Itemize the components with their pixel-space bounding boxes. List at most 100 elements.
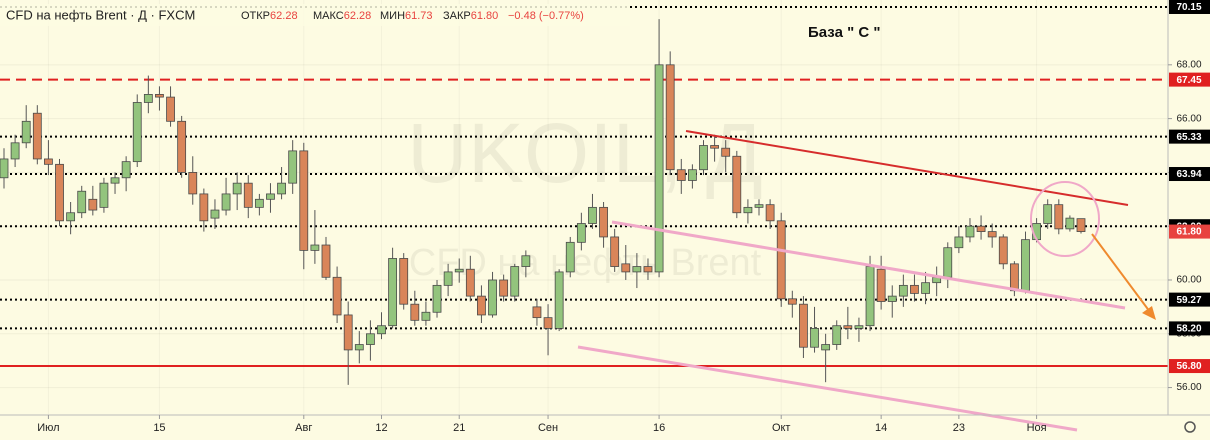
candle-body [776,220,786,300]
price-labels: 70.1567.4565.3363.9462.0059.2758.2056.80… [1169,0,1210,374]
candle-body [910,284,919,294]
candle-body [854,325,864,329]
candle-body [588,206,597,224]
info-label: ОТКР [241,10,270,22]
candle-body [765,204,775,222]
change: −0.48 (−0.77%) [508,10,584,22]
annotation: База " С " [808,24,880,41]
candle-body [699,145,708,171]
candle-body [943,247,953,278]
ohlc-info: ОТКР62.28 МАКС62.28 МИН61.73 ЗАКР61.80 [241,10,498,22]
candles [0,19,1086,385]
candle-body [121,161,131,179]
candle-body [377,325,386,335]
arrow-head [1142,306,1156,320]
candle-body [921,282,930,294]
candle-body [865,266,875,327]
candle-body [799,303,808,348]
candle-body [732,155,742,214]
candle-body [266,193,275,200]
level-label-bg [1169,292,1210,307]
candle-body [687,169,697,181]
candle-body [1076,218,1086,232]
info-value: 62.28 [270,10,298,22]
candle-body [876,268,886,302]
candle-body [565,241,575,273]
candle-body [277,182,286,195]
x-tick-label: 21 [453,422,465,434]
candle-body [143,94,153,103]
level-label-bg [1169,321,1210,336]
x-tick-label: 15 [153,422,165,434]
candle-body [0,158,9,179]
candle-body [676,169,686,181]
x-tick-label: 12 [375,422,387,434]
last-price-bg [1169,224,1210,239]
candle-body [55,163,64,222]
candle-body [510,266,520,297]
candle-body [232,182,242,195]
candle-body [721,147,731,157]
level-label-bg [1169,167,1210,182]
y-tick-label: 68.00 [1176,59,1201,70]
candle-body [321,244,331,278]
channel-line [577,345,1078,432]
candle-body [599,206,608,238]
candle-body [332,276,342,316]
channel-line [611,220,1126,310]
settings-icon[interactable] [1184,421,1196,433]
x-tick-label: Сен [538,422,558,434]
candle-body [177,120,187,173]
info-item: ЗАКР61.80 [443,10,498,22]
x-tick-label: 23 [953,422,965,434]
candle-body [754,204,764,208]
candle-body [243,182,253,208]
candle-body [976,225,986,232]
candle-body [21,120,31,144]
candle-body [465,268,475,297]
info-value: 61.73 [405,10,433,22]
candle-body [499,279,509,297]
candle-body [1054,204,1064,230]
candle-body [10,142,20,160]
resistance-line [685,130,1129,206]
header-bg [0,4,630,26]
candle-body [210,209,220,219]
candle-body [965,225,975,238]
watermark-name: CFD на нефть Brent [409,242,762,284]
candle-body [632,266,642,273]
level-label: 70.15 [1176,2,1201,13]
candle-body [88,198,98,211]
candle-body [454,268,464,273]
candle-body [166,96,175,122]
y-tick-label: 66.00 [1176,113,1201,124]
last-price-label: 61.80 [1176,227,1201,238]
level-label: 59.27 [1176,295,1201,306]
candle-body [521,255,531,267]
candle-body [787,298,797,305]
candle-body [843,325,853,329]
info-item: ОТКР62.28 [241,10,298,22]
watermark-symbol: UKOIL, Д [407,106,763,200]
x-tick-label: Авг [295,422,312,434]
candle-body [299,150,309,251]
candle-body [743,206,753,214]
candle-body [954,236,964,249]
info-value: 62.28 [344,10,372,22]
candle-body [155,94,164,98]
level-label: 56.80 [1176,361,1201,372]
info-item: МАКС62.28 [313,10,371,22]
candle-body [654,64,664,273]
info-item: МИН61.73 [380,10,433,22]
x-tick-label: Июл [37,422,59,434]
candle-body [532,306,542,319]
candle-body [554,271,564,329]
info-label: МИН [380,10,405,22]
candle-body [421,311,431,321]
candle-body [898,284,908,297]
candle-body [399,258,409,305]
level-label-bg [1169,72,1210,87]
candle-body [288,150,298,184]
candle-body [610,236,620,267]
level-label: 67.45 [1176,75,1201,86]
